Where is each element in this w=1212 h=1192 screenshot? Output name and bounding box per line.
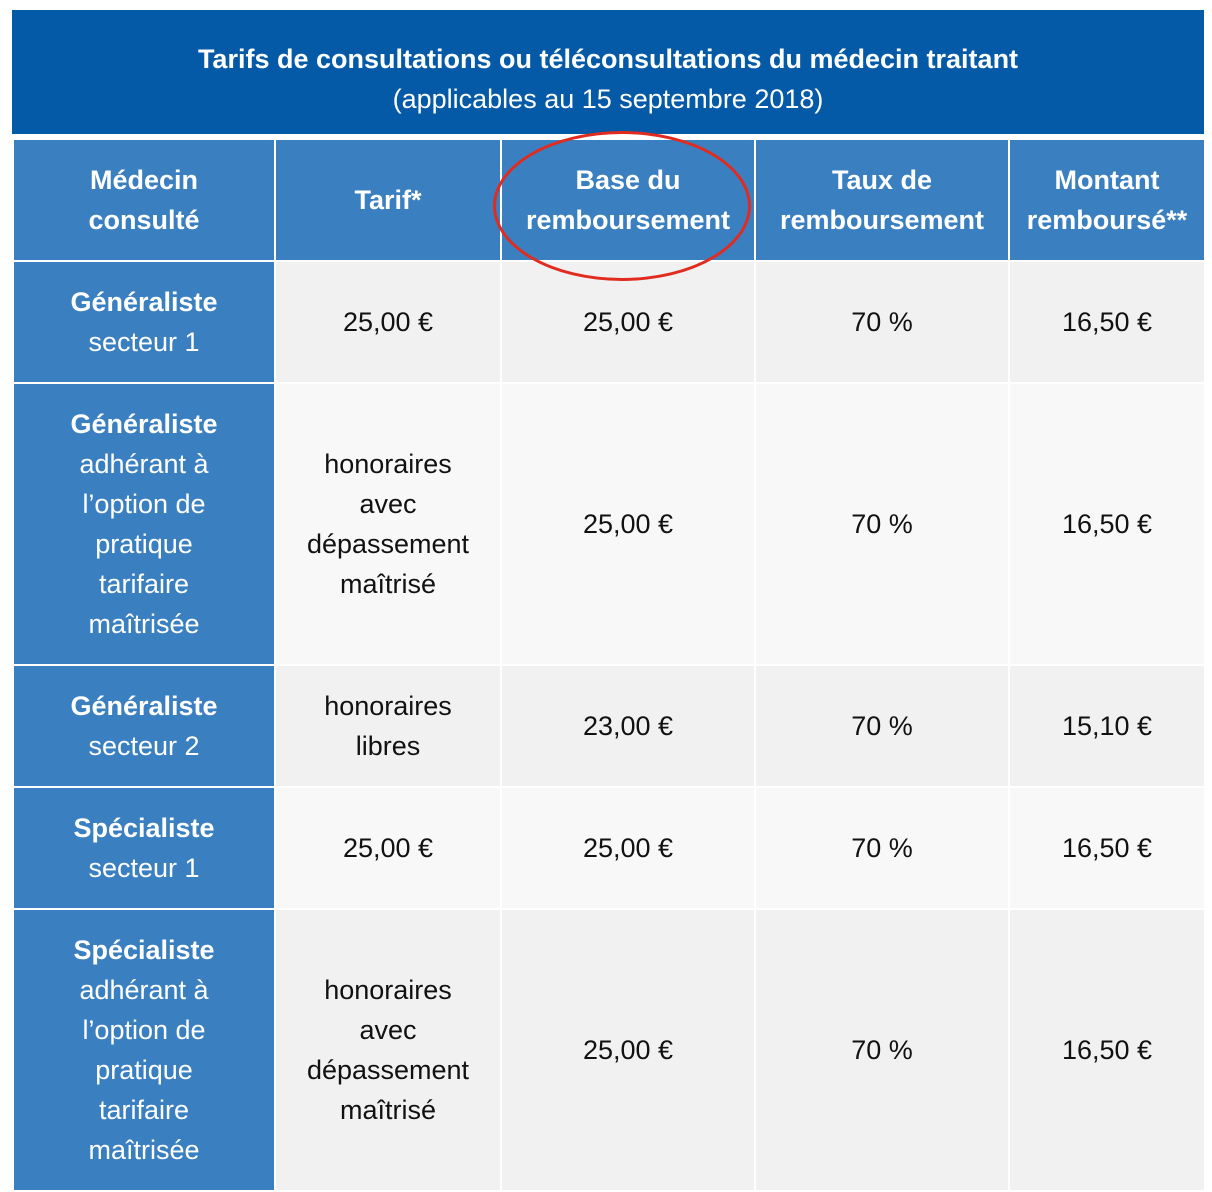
cell-tarif: honoraires avec dépassement maîtrisé [274,908,502,1192]
table-subtitle: (applicables au 15 septembre 2018) [392,84,824,114]
table-row: Spécialiste secteur 1 25,00 € 25,00 € 70… [12,786,1206,910]
tariff-table: Médecin consulté Tarif* Base du rembours… [12,138,1206,1192]
row-head: Spécialiste secteur 1 [12,786,276,910]
row-head: Généraliste secteur 1 [12,260,276,384]
cell-montant: 16,50 € [1008,260,1206,384]
row-head: Spécialiste adhérant à l’option de prati… [12,908,276,1192]
cell-tarif: honoraires libres [274,664,502,788]
table-title-bar: Tarifs de consultations ou téléconsultat… [12,10,1204,134]
cell-base: 25,00 € [500,260,756,384]
cell-montant: 16,50 € [1008,382,1206,666]
cell-montant: 15,10 € [1008,664,1206,788]
header-base: Base du remboursement [500,138,756,262]
cell-tarif: honoraires avec dépassement maîtrisé [274,382,502,666]
cell-taux: 70 % [754,382,1010,666]
cell-montant: 16,50 € [1008,786,1206,910]
cell-base: 23,00 € [500,664,756,788]
cell-base: 25,00 € [500,382,756,666]
cell-montant: 16,50 € [1008,908,1206,1192]
cell-base: 25,00 € [500,908,756,1192]
tariff-table-container: Tarifs de consultations ou téléconsultat… [12,10,1206,1192]
cell-taux: 70 % [754,908,1010,1192]
cell-base: 25,00 € [500,786,756,910]
table-row: Généraliste secteur 2 honoraires libres … [12,664,1206,788]
row-head: Généraliste adhérant à l’option de prati… [12,382,276,666]
header-medecin: Médecin consulté [12,138,276,262]
table-title: Tarifs de consultations ou téléconsultat… [197,44,1019,74]
table-row: Généraliste adhérant à l’option de prati… [12,382,1206,666]
table-row: Spécialiste adhérant à l’option de prati… [12,908,1206,1192]
row-head: Généraliste secteur 2 [12,664,276,788]
header-montant: Montant remboursé** [1008,138,1206,262]
cell-tarif: 25,00 € [274,260,502,384]
cell-tarif: 25,00 € [274,786,502,910]
header-row: Médecin consulté Tarif* Base du rembours… [12,138,1206,262]
cell-taux: 70 % [754,664,1010,788]
cell-taux: 70 % [754,786,1010,910]
header-tarif: Tarif* [274,138,502,262]
cell-taux: 70 % [754,260,1010,384]
table-row: Généraliste secteur 1 25,00 € 25,00 € 70… [12,260,1206,384]
header-taux: Taux de remboursement [754,138,1010,262]
